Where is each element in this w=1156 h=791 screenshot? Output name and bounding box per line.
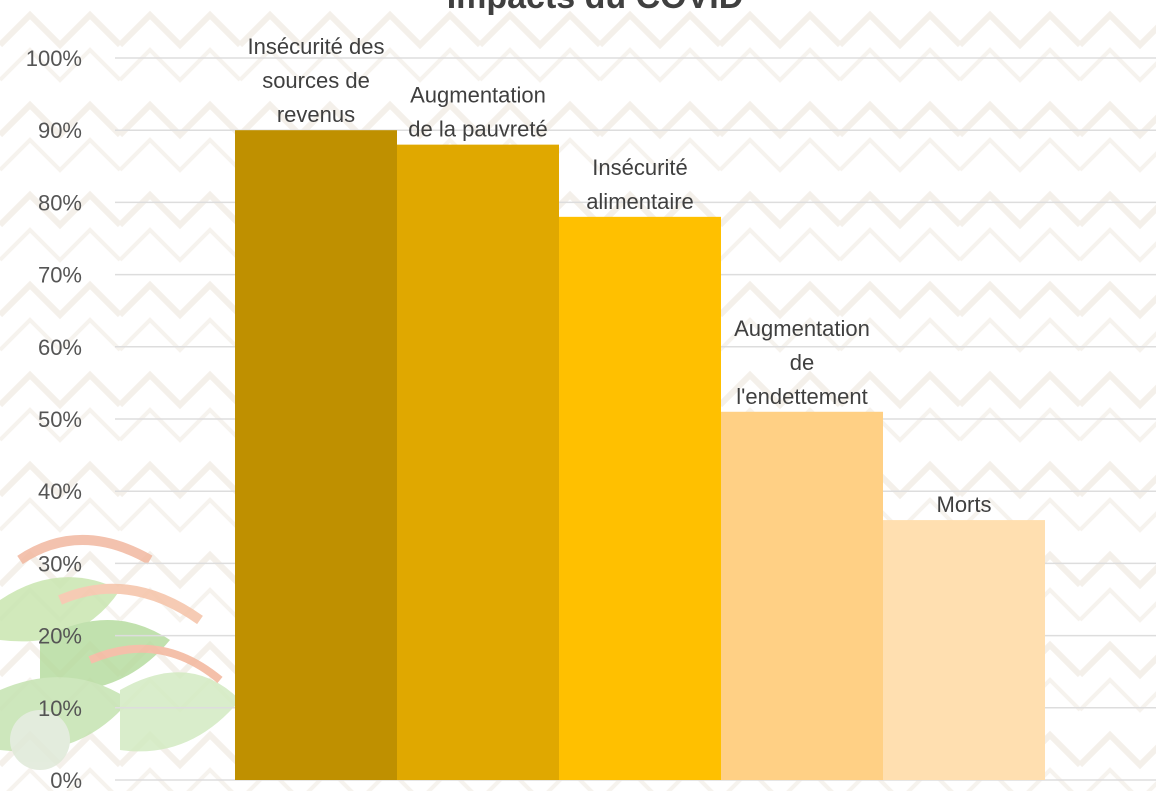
y-axis: 0% 10% 20% 30% 40% 50% 60% 70% 80% 90% 100%: [26, 46, 82, 791]
chart-title: Impacts du COVID: [447, 0, 744, 16]
y-tick-label: 70%: [38, 263, 82, 288]
y-tick-label: 50%: [38, 407, 82, 432]
y-tick-label: 0%: [50, 768, 82, 791]
y-tick-label: 30%: [38, 551, 82, 576]
y-tick-label: 20%: [38, 624, 82, 649]
bar-data-label: Insécurité alimentaire: [586, 155, 694, 214]
bar: [397, 144, 559, 780]
y-tick-label: 80%: [38, 190, 82, 215]
bar: [235, 130, 397, 780]
y-tick-label: 40%: [38, 479, 82, 504]
bar: [559, 216, 721, 781]
y-tick-label: 100%: [26, 46, 82, 71]
bar-data-label: Morts: [937, 492, 992, 517]
leaf-ornament: [0, 535, 240, 770]
data-labels: Insécurité des sources de revenus Augmentat…: [248, 34, 992, 517]
bar-data-label: Augmentation de l'endettement: [734, 316, 870, 409]
bar: [883, 520, 1045, 780]
bars: [235, 130, 1045, 781]
bar-data-label: Augmentation de la pauvreté: [408, 83, 547, 142]
y-tick-label: 90%: [38, 118, 82, 143]
y-tick-label: 60%: [38, 335, 82, 360]
bar: [721, 411, 883, 780]
bar-data-label: Insécurité des sources de revenus: [248, 34, 385, 127]
y-tick-label: 10%: [38, 696, 82, 721]
